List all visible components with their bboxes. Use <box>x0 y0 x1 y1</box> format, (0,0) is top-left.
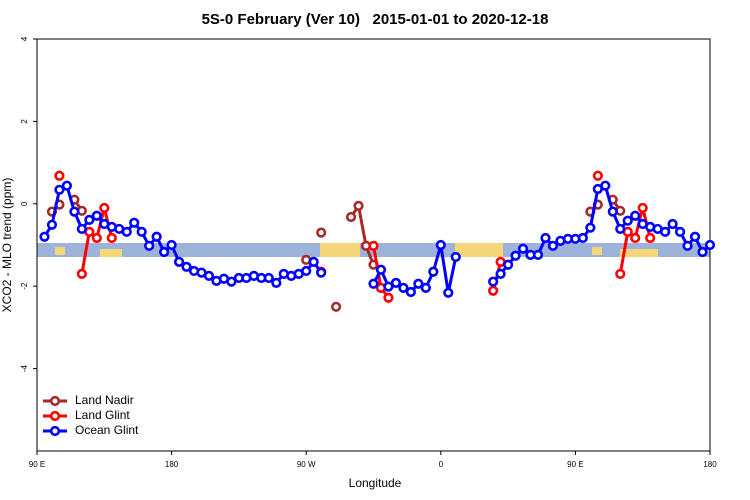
point <box>106 232 117 244</box>
y-tick-label: 0 <box>20 201 29 206</box>
point <box>99 202 110 214</box>
point <box>166 239 177 251</box>
point <box>443 287 454 298</box>
x-tick-label: 180 <box>165 460 179 469</box>
y-axis-label: XCO2 - MLO trend (ppm) <box>0 178 14 313</box>
point <box>345 211 357 223</box>
point <box>203 270 215 282</box>
point <box>368 278 379 289</box>
point <box>353 200 364 211</box>
point <box>704 239 716 251</box>
point <box>674 226 686 237</box>
x-axis-label: Longitude <box>349 476 402 490</box>
point <box>689 231 701 242</box>
point <box>54 170 65 181</box>
y-tick-label: 4 <box>20 36 29 41</box>
point <box>667 218 678 230</box>
point <box>121 226 132 237</box>
point <box>271 277 282 289</box>
point <box>532 249 544 260</box>
point <box>503 259 514 270</box>
point <box>76 223 87 235</box>
point <box>398 282 409 293</box>
legend-label: Land Nadir <box>75 393 134 407</box>
point <box>540 232 551 244</box>
point <box>129 217 140 228</box>
point <box>69 206 80 217</box>
point <box>615 223 626 235</box>
x-tick-label: 0 <box>439 460 444 469</box>
point <box>697 246 708 258</box>
point <box>488 285 499 296</box>
point <box>316 227 327 238</box>
legend-marker <box>49 410 61 422</box>
point <box>173 256 185 267</box>
point <box>413 278 424 289</box>
point <box>84 214 95 225</box>
point <box>510 250 521 261</box>
point <box>91 210 102 221</box>
x-tick-label: 90 W <box>297 460 316 469</box>
x-tick-label: 180 <box>703 460 717 469</box>
legend-label: Land Glint <box>75 408 130 422</box>
point <box>308 256 319 267</box>
point <box>368 240 379 251</box>
legend-label: Ocean Glint <box>75 423 139 437</box>
point <box>660 226 671 237</box>
point <box>331 301 342 312</box>
point <box>435 239 446 251</box>
point <box>428 266 439 277</box>
point <box>383 292 394 303</box>
point <box>615 268 626 279</box>
point <box>39 231 50 242</box>
point <box>61 180 73 191</box>
x-tick-label: 90 E <box>567 460 583 469</box>
chart-title: 5S-0 February (Ver 10) 2015-01-01 to 202… <box>202 11 549 28</box>
point <box>630 210 641 221</box>
point <box>405 286 416 298</box>
point <box>517 243 529 254</box>
point <box>630 232 641 244</box>
point <box>263 272 274 284</box>
point <box>151 231 162 242</box>
legend-marker <box>49 425 61 437</box>
x-tick-label: 90 E <box>29 460 45 469</box>
point <box>420 282 431 293</box>
point <box>637 202 648 214</box>
point <box>316 267 327 278</box>
point <box>607 206 618 217</box>
point <box>450 251 461 263</box>
point <box>488 276 499 287</box>
point <box>495 268 506 279</box>
point <box>375 264 387 275</box>
point <box>577 232 588 244</box>
point <box>91 232 102 244</box>
y-tick-label: -4 <box>20 364 29 372</box>
point <box>159 246 170 258</box>
point <box>547 240 559 251</box>
point <box>46 219 58 230</box>
y-tick-label: -2 <box>20 282 29 290</box>
point <box>76 268 87 279</box>
point <box>301 265 312 277</box>
y-tick-label: 2 <box>20 119 29 124</box>
legend-marker <box>49 395 61 407</box>
point <box>600 180 611 191</box>
point <box>144 240 155 251</box>
point <box>54 184 65 195</box>
point <box>136 226 147 237</box>
point <box>585 222 596 233</box>
point <box>383 281 394 292</box>
point <box>645 232 656 244</box>
point <box>622 215 633 226</box>
point <box>181 261 192 272</box>
point <box>682 240 693 251</box>
point <box>592 170 603 181</box>
point <box>390 277 402 289</box>
point <box>226 276 237 287</box>
series-line <box>43 183 712 294</box>
